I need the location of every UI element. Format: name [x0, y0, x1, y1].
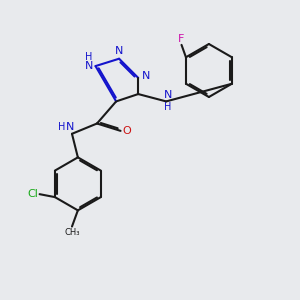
Text: H: H [85, 52, 93, 62]
Text: O: O [123, 126, 131, 136]
Text: F: F [178, 34, 185, 44]
Text: Cl: Cl [27, 189, 38, 199]
Text: N: N [142, 71, 150, 81]
Text: N: N [164, 90, 172, 100]
Text: N: N [66, 122, 75, 132]
Text: H: H [58, 122, 65, 132]
Text: N: N [115, 46, 123, 56]
Text: CH₃: CH₃ [64, 228, 80, 237]
Text: N: N [85, 61, 93, 71]
Text: H: H [164, 102, 171, 112]
